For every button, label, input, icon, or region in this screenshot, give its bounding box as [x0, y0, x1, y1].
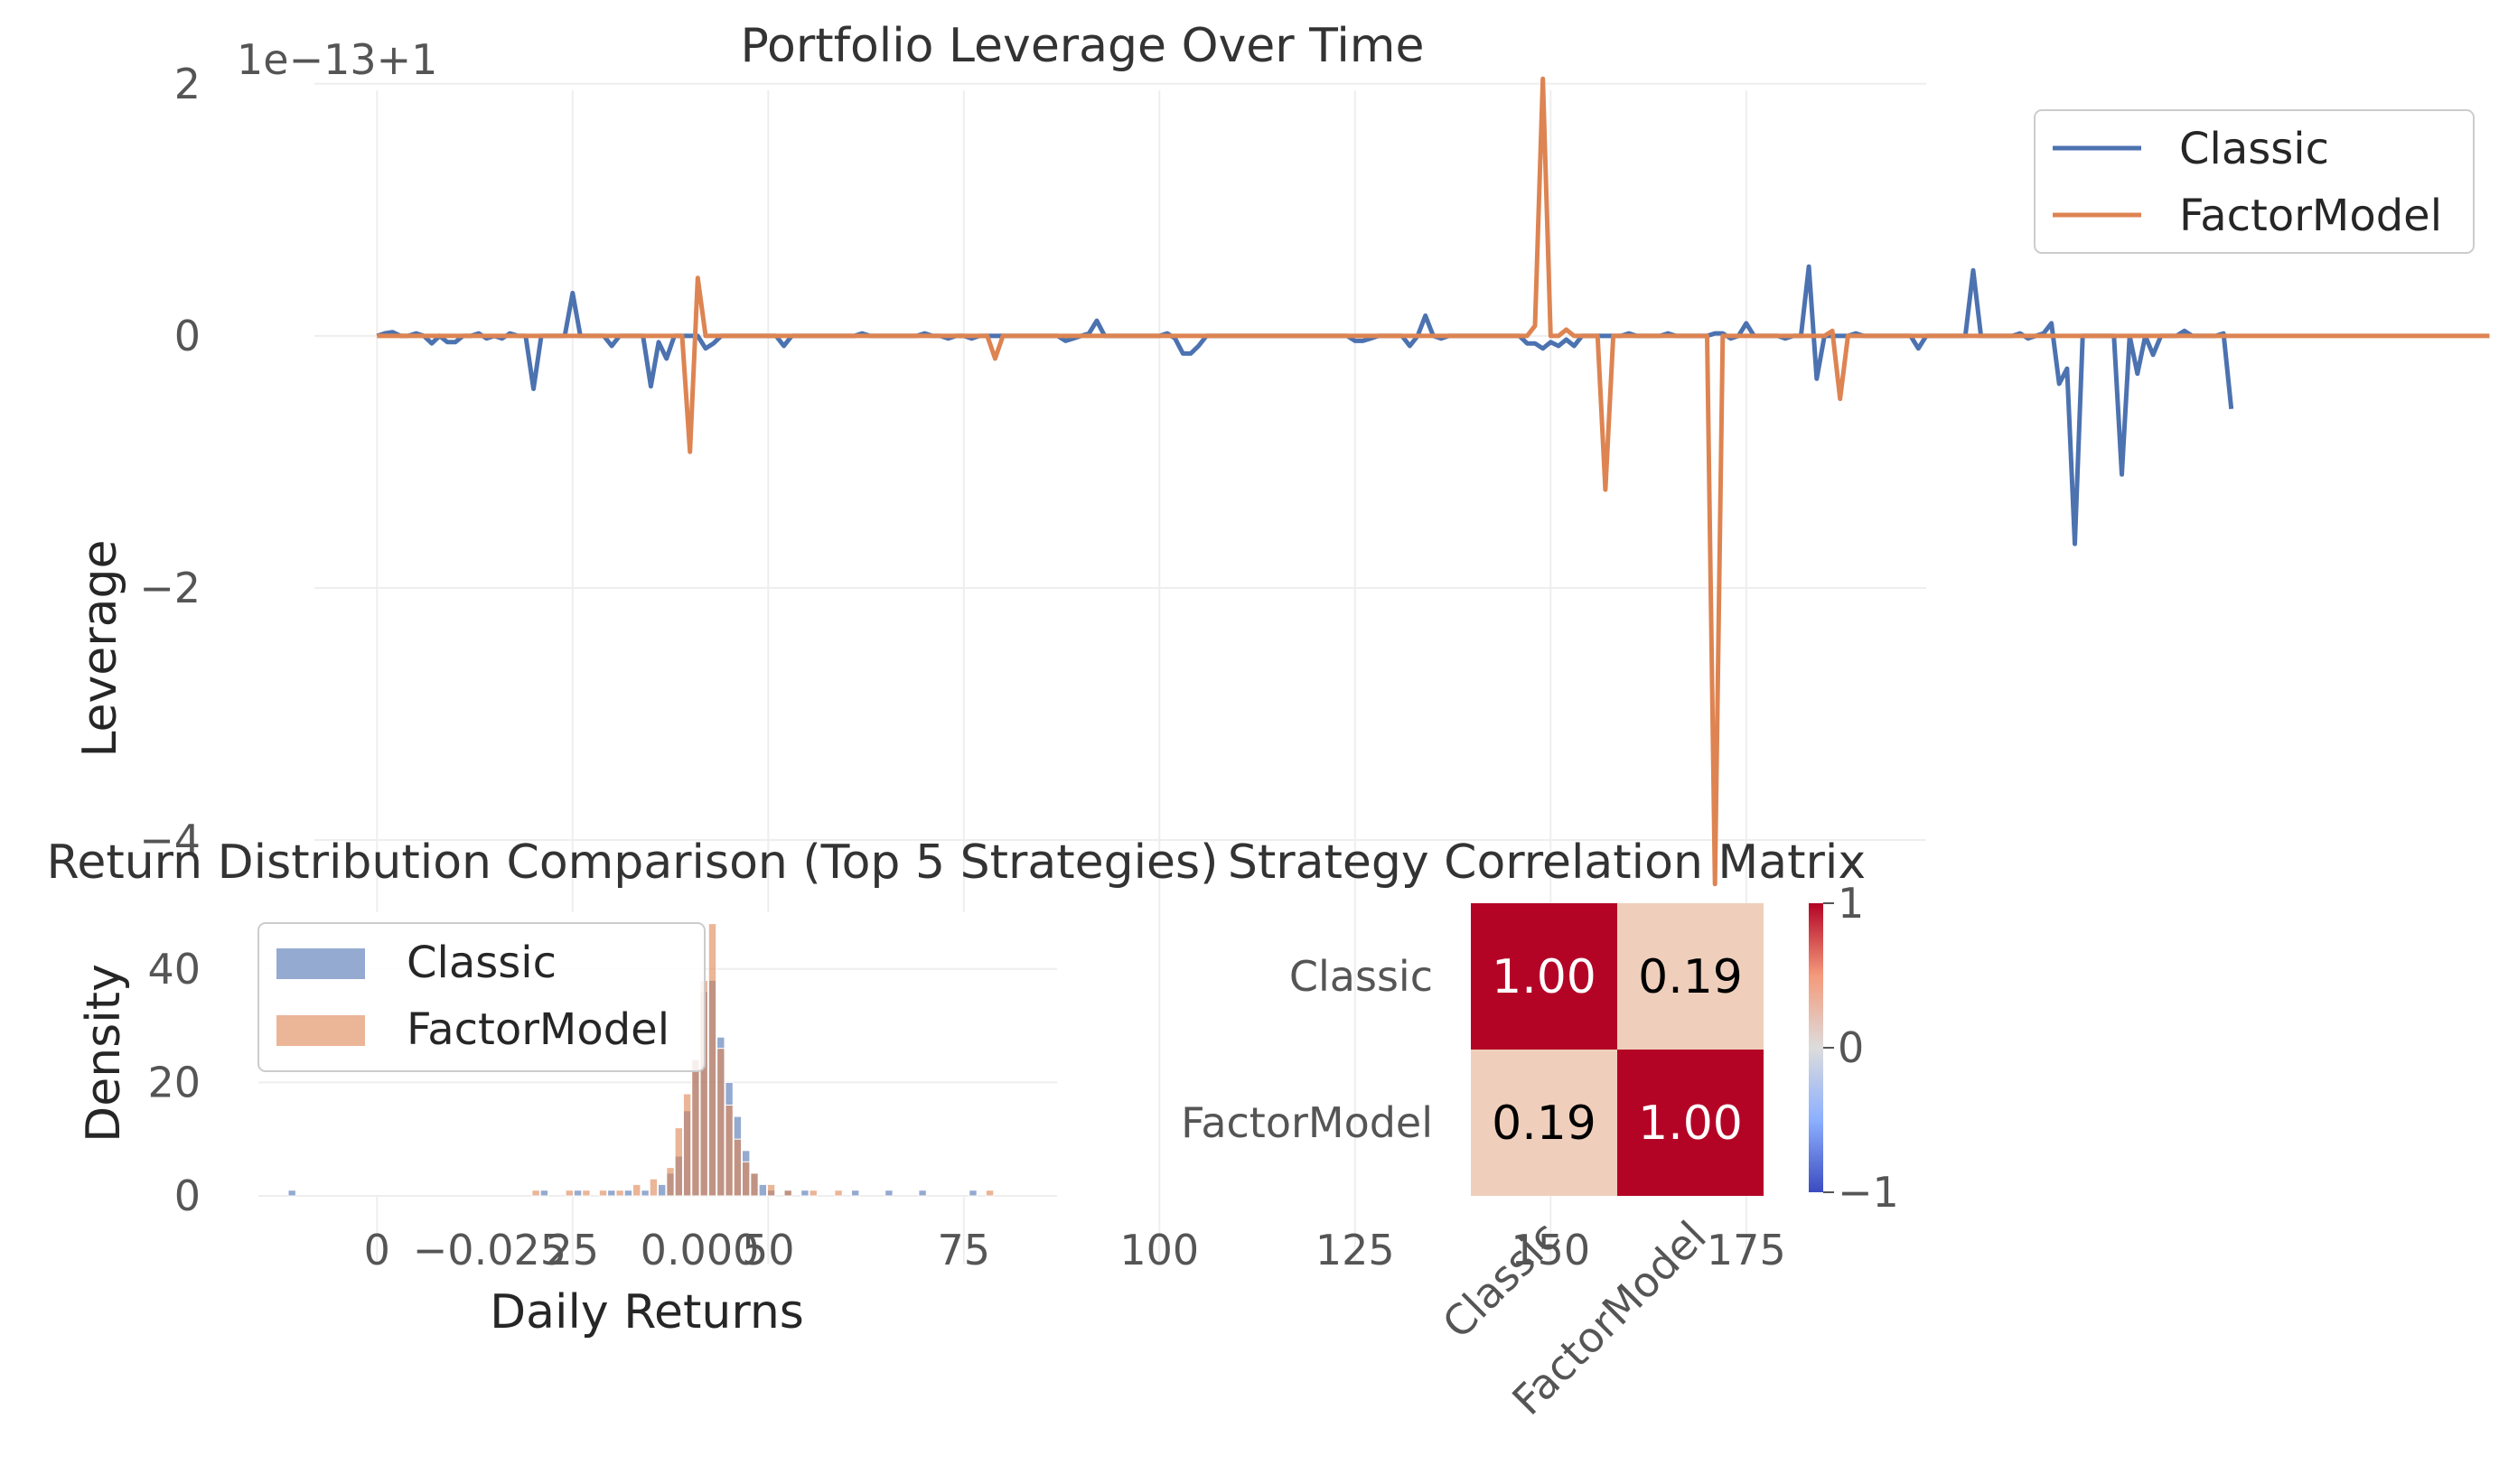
histogram-bar-classic: [758, 1183, 767, 1197]
histogram-bar-classic: [287, 1190, 296, 1197]
histogram-legend-box: [257, 922, 706, 1072]
leverage-title: Portfolio Leverage Over Time: [741, 19, 1425, 73]
leverage-y-tick-label: −4: [139, 816, 201, 864]
colorbar-tick-label: −1: [1838, 1168, 1899, 1217]
histogram-y-tick-label: 0: [174, 1171, 201, 1220]
leverage-x-ticks: 0 25 50 75 100 125 150 175: [364, 1226, 1786, 1274]
histogram-bar-factormodel: [809, 1190, 818, 1197]
histogram-chart: 0 20 40 −0.025 0.000 Return Distribution Co…: [47, 835, 1219, 1339]
heatmap-row-label: FactorModel: [1181, 1098, 1433, 1147]
colorbar-gradient: [1809, 903, 1823, 1192]
colorbar-ticks: 1 0 −1: [1823, 879, 1899, 1217]
histogram-y-label: Density: [77, 964, 131, 1143]
histogram-bar-classic: [918, 1190, 927, 1197]
histogram-bar-factormodel: [742, 1161, 751, 1197]
histogram-bar-classic: [641, 1190, 650, 1197]
histogram-bar-factormodel: [733, 1138, 743, 1197]
histogram-bar-classic: [623, 1190, 633, 1197]
histogram-bar-factormodel: [682, 1093, 692, 1197]
histogram-bar-classic: [969, 1190, 978, 1197]
leverage-series: [376, 76, 2490, 887]
histogram-bar-factormodel: [725, 1105, 734, 1197]
histogram-x-tick-label: −0.025: [413, 1226, 566, 1274]
histogram-bar-factormodel: [565, 1190, 574, 1197]
histogram-bar-classic: [607, 1190, 616, 1197]
leverage-x-tick-label: 125: [1315, 1226, 1395, 1274]
heatmap-cell-value: 0.19: [1492, 1097, 1596, 1151]
heatmap-cell: [1617, 1050, 1764, 1196]
leverage-chart: 0 25 50 75 100 125 150 175 20−2−4 Portfolio Lev…: [73, 19, 2490, 1274]
histogram-legend: Classic FactorModel: [257, 922, 706, 1072]
histogram-bar-factormodel: [716, 1048, 725, 1197]
leverage-x-tick-label: 100: [1119, 1226, 1199, 1274]
leverage-legend-box: [2034, 109, 2475, 254]
heatmap-cell: [1617, 903, 1764, 1050]
histogram-bar-classic: [851, 1190, 860, 1197]
leverage-x-tick-label: 25: [547, 1226, 600, 1274]
histogram-bar-factormodel: [632, 1183, 641, 1197]
heatmap-title: Strategy Correlation Matrix: [1228, 835, 1866, 890]
histogram-bar-factormodel: [750, 1172, 759, 1197]
histogram-bar-factormodel: [783, 1190, 792, 1197]
heatmap-cell-value: 1.00: [1492, 950, 1596, 1004]
leverage-legend: Classic FactorModel: [2034, 109, 2475, 254]
histogram-y-tick-label: 20: [147, 1058, 201, 1106]
leverage-x-tick-label: 175: [1707, 1226, 1786, 1274]
histogram-bar-factormodel: [582, 1190, 591, 1197]
heatmap-cell-value: 1.00: [1638, 1097, 1743, 1151]
histogram-x-ticks: −0.025 0.000: [413, 1226, 760, 1274]
heatmap-cell: [1471, 903, 1617, 1050]
histogram-y-tick-label: 40: [147, 945, 201, 994]
leverage-line-classic: [376, 264, 2234, 546]
hist-legend-factormodel-label: FactorModel: [407, 1004, 669, 1055]
hist-legend-classic-swatch: [276, 948, 365, 979]
heatmap-row-label: Classic: [1289, 952, 1433, 1001]
histogram-bar-factormodel: [649, 1178, 659, 1197]
leverage-x-tick-label: 75: [938, 1226, 991, 1274]
leverage-y-tick-label: −2: [139, 564, 201, 612]
histogram-y-ticks: 0 20 40: [147, 945, 201, 1220]
histogram-bar-factormodel: [666, 1167, 675, 1197]
leverage-offset-text: 1e−13+1: [237, 35, 437, 84]
histogram-bar-factormodel: [707, 923, 717, 1197]
histogram-bar-factormodel: [691, 1059, 700, 1197]
histogram-bars: [287, 923, 995, 1197]
leverage-x-tick-label: 50: [742, 1226, 795, 1274]
leverage-line-factormodel: [377, 76, 2490, 887]
legend-classic-label: Classic: [2179, 124, 2329, 174]
histogram-bar-classic: [539, 1190, 549, 1197]
leverage-y-ticks: 2 0 −2 −4: [139, 60, 201, 864]
heatmap-col-label: Classic: [1433, 1212, 1569, 1349]
histogram-bar-factormodel: [674, 1127, 683, 1197]
leverage-y-tick-label: 2: [174, 60, 201, 108]
leverage-y-label: Leverage: [73, 539, 127, 757]
histogram-bar-classic: [573, 1190, 583, 1197]
histogram-bar-factormodel: [615, 1190, 624, 1197]
histogram-bar-factormodel: [598, 1190, 608, 1197]
histogram-bar-factormodel: [985, 1190, 995, 1197]
colorbar-tick-label: 0: [1838, 1023, 1864, 1072]
heatmap-colorbar: 1 0 −1: [1809, 879, 1899, 1217]
leverage-x-tick-label: 0: [364, 1226, 390, 1274]
colorbar-tick-label: 1: [1838, 879, 1864, 928]
hist-legend-factormodel-swatch: [276, 1015, 365, 1046]
heatmap-cells: 1.00 0.19 0.19 1.00 Classic FactorModel Classi…: [1181, 903, 1764, 1424]
histogram-bar-factormodel: [531, 1190, 540, 1197]
legend-factormodel-label: FactorModel: [2179, 191, 2442, 241]
heatmap-cell: [1471, 1050, 1617, 1196]
histogram-bar-classic: [884, 1190, 894, 1197]
leverage-y-tick-label: 0: [174, 312, 201, 360]
histogram-x-tick-label: 0.000: [641, 1226, 760, 1274]
histogram-bar-classic: [800, 1190, 810, 1197]
hist-legend-classic-label: Classic: [407, 938, 557, 988]
histogram-x-label: Daily Returns: [490, 1285, 804, 1339]
correlation-heatmap: Strategy Correlation Matrix 1.00 0.19 0.19…: [1181, 835, 1899, 1424]
histogram-bar-factormodel: [834, 1190, 843, 1197]
leverage-x-tick-label: 150: [1511, 1226, 1590, 1274]
histogram-bar-factormodel: [766, 1183, 776, 1197]
histogram-title: Return Distribution Comparison (Top 5 St…: [47, 835, 1219, 890]
histogram-bar-classic: [658, 1183, 667, 1197]
heatmap-cell-value: 0.19: [1638, 950, 1743, 1004]
